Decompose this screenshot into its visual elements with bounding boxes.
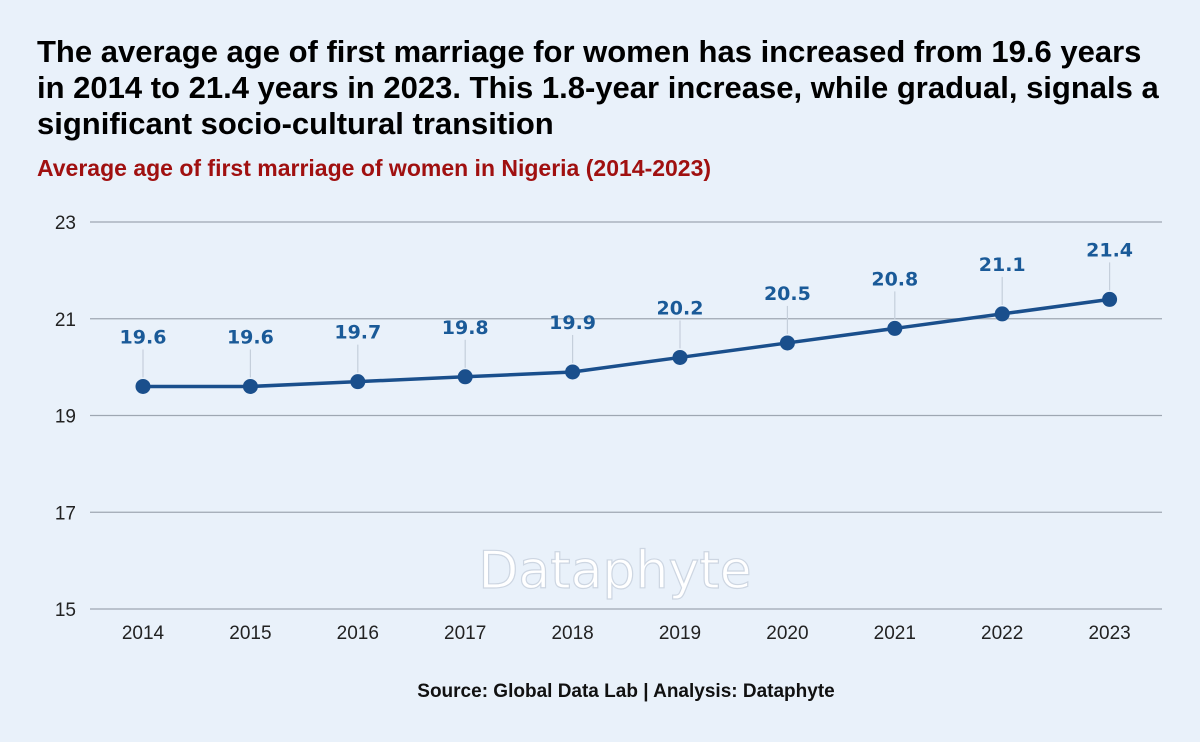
data-point	[887, 320, 903, 336]
x-tick-label: 2022	[981, 623, 1023, 644]
x-tick-label: 2016	[337, 623, 379, 644]
data-label: 19.6	[120, 326, 167, 348]
x-tick-label: 2015	[229, 623, 271, 644]
data-label: 19.8	[442, 317, 489, 339]
data-label: 19.6	[227, 326, 274, 348]
data-point	[672, 349, 688, 365]
y-tick-label: 21	[55, 310, 76, 331]
chart-headline: The average age of first marriage for wo…	[37, 34, 1159, 141]
series-line	[141, 297, 1112, 389]
y-tick-label: 19	[55, 407, 76, 428]
data-labels: 19.6 19.6 19.7 19.8 19.9 20.2 20.5 20.8 21.1 21.4	[120, 239, 1133, 348]
data-point	[779, 335, 795, 351]
x-tick-label: 2019	[659, 623, 701, 644]
data-point	[1102, 291, 1118, 307]
chart-title: Average age of first marriage of women i…	[37, 155, 712, 181]
x-tick-label: 2014	[122, 623, 165, 644]
data-label: 21.4	[1086, 239, 1133, 261]
data-label: 20.2	[657, 297, 704, 319]
y-tick-label: 15	[55, 600, 76, 621]
watermark-logo: Dataphyte	[478, 541, 751, 601]
data-label: 21.1	[979, 254, 1026, 276]
data-label: 20.8	[871, 268, 918, 290]
y-tick-label: 17	[55, 503, 76, 524]
data-label: 20.5	[764, 283, 811, 305]
data-point	[350, 374, 366, 390]
data-label: 19.7	[334, 322, 381, 344]
data-point	[135, 378, 151, 394]
data-points	[135, 291, 1118, 394]
source-note: Source: Global Data Lab | Analysis: Data…	[417, 681, 835, 702]
data-label-leaders	[142, 262, 1111, 378]
x-tick-label: 2020	[766, 623, 808, 644]
data-point	[457, 369, 473, 385]
y-axis-ticks: 15 17 19 21 23	[55, 213, 76, 621]
data-point	[242, 378, 258, 394]
data-point	[994, 306, 1010, 322]
x-axis-ticks: 2014 2015 2016 2017 2018 2019 2020 2021 2022 2023	[122, 623, 1131, 644]
data-point	[565, 364, 581, 380]
y-tick-label: 23	[55, 213, 76, 234]
x-tick-label: 2021	[874, 623, 916, 644]
x-tick-label: 2023	[1088, 623, 1130, 644]
x-tick-label: 2017	[444, 623, 486, 644]
gridlines	[90, 221, 1162, 610]
data-label: 19.9	[549, 312, 596, 334]
x-tick-label: 2018	[551, 623, 593, 644]
